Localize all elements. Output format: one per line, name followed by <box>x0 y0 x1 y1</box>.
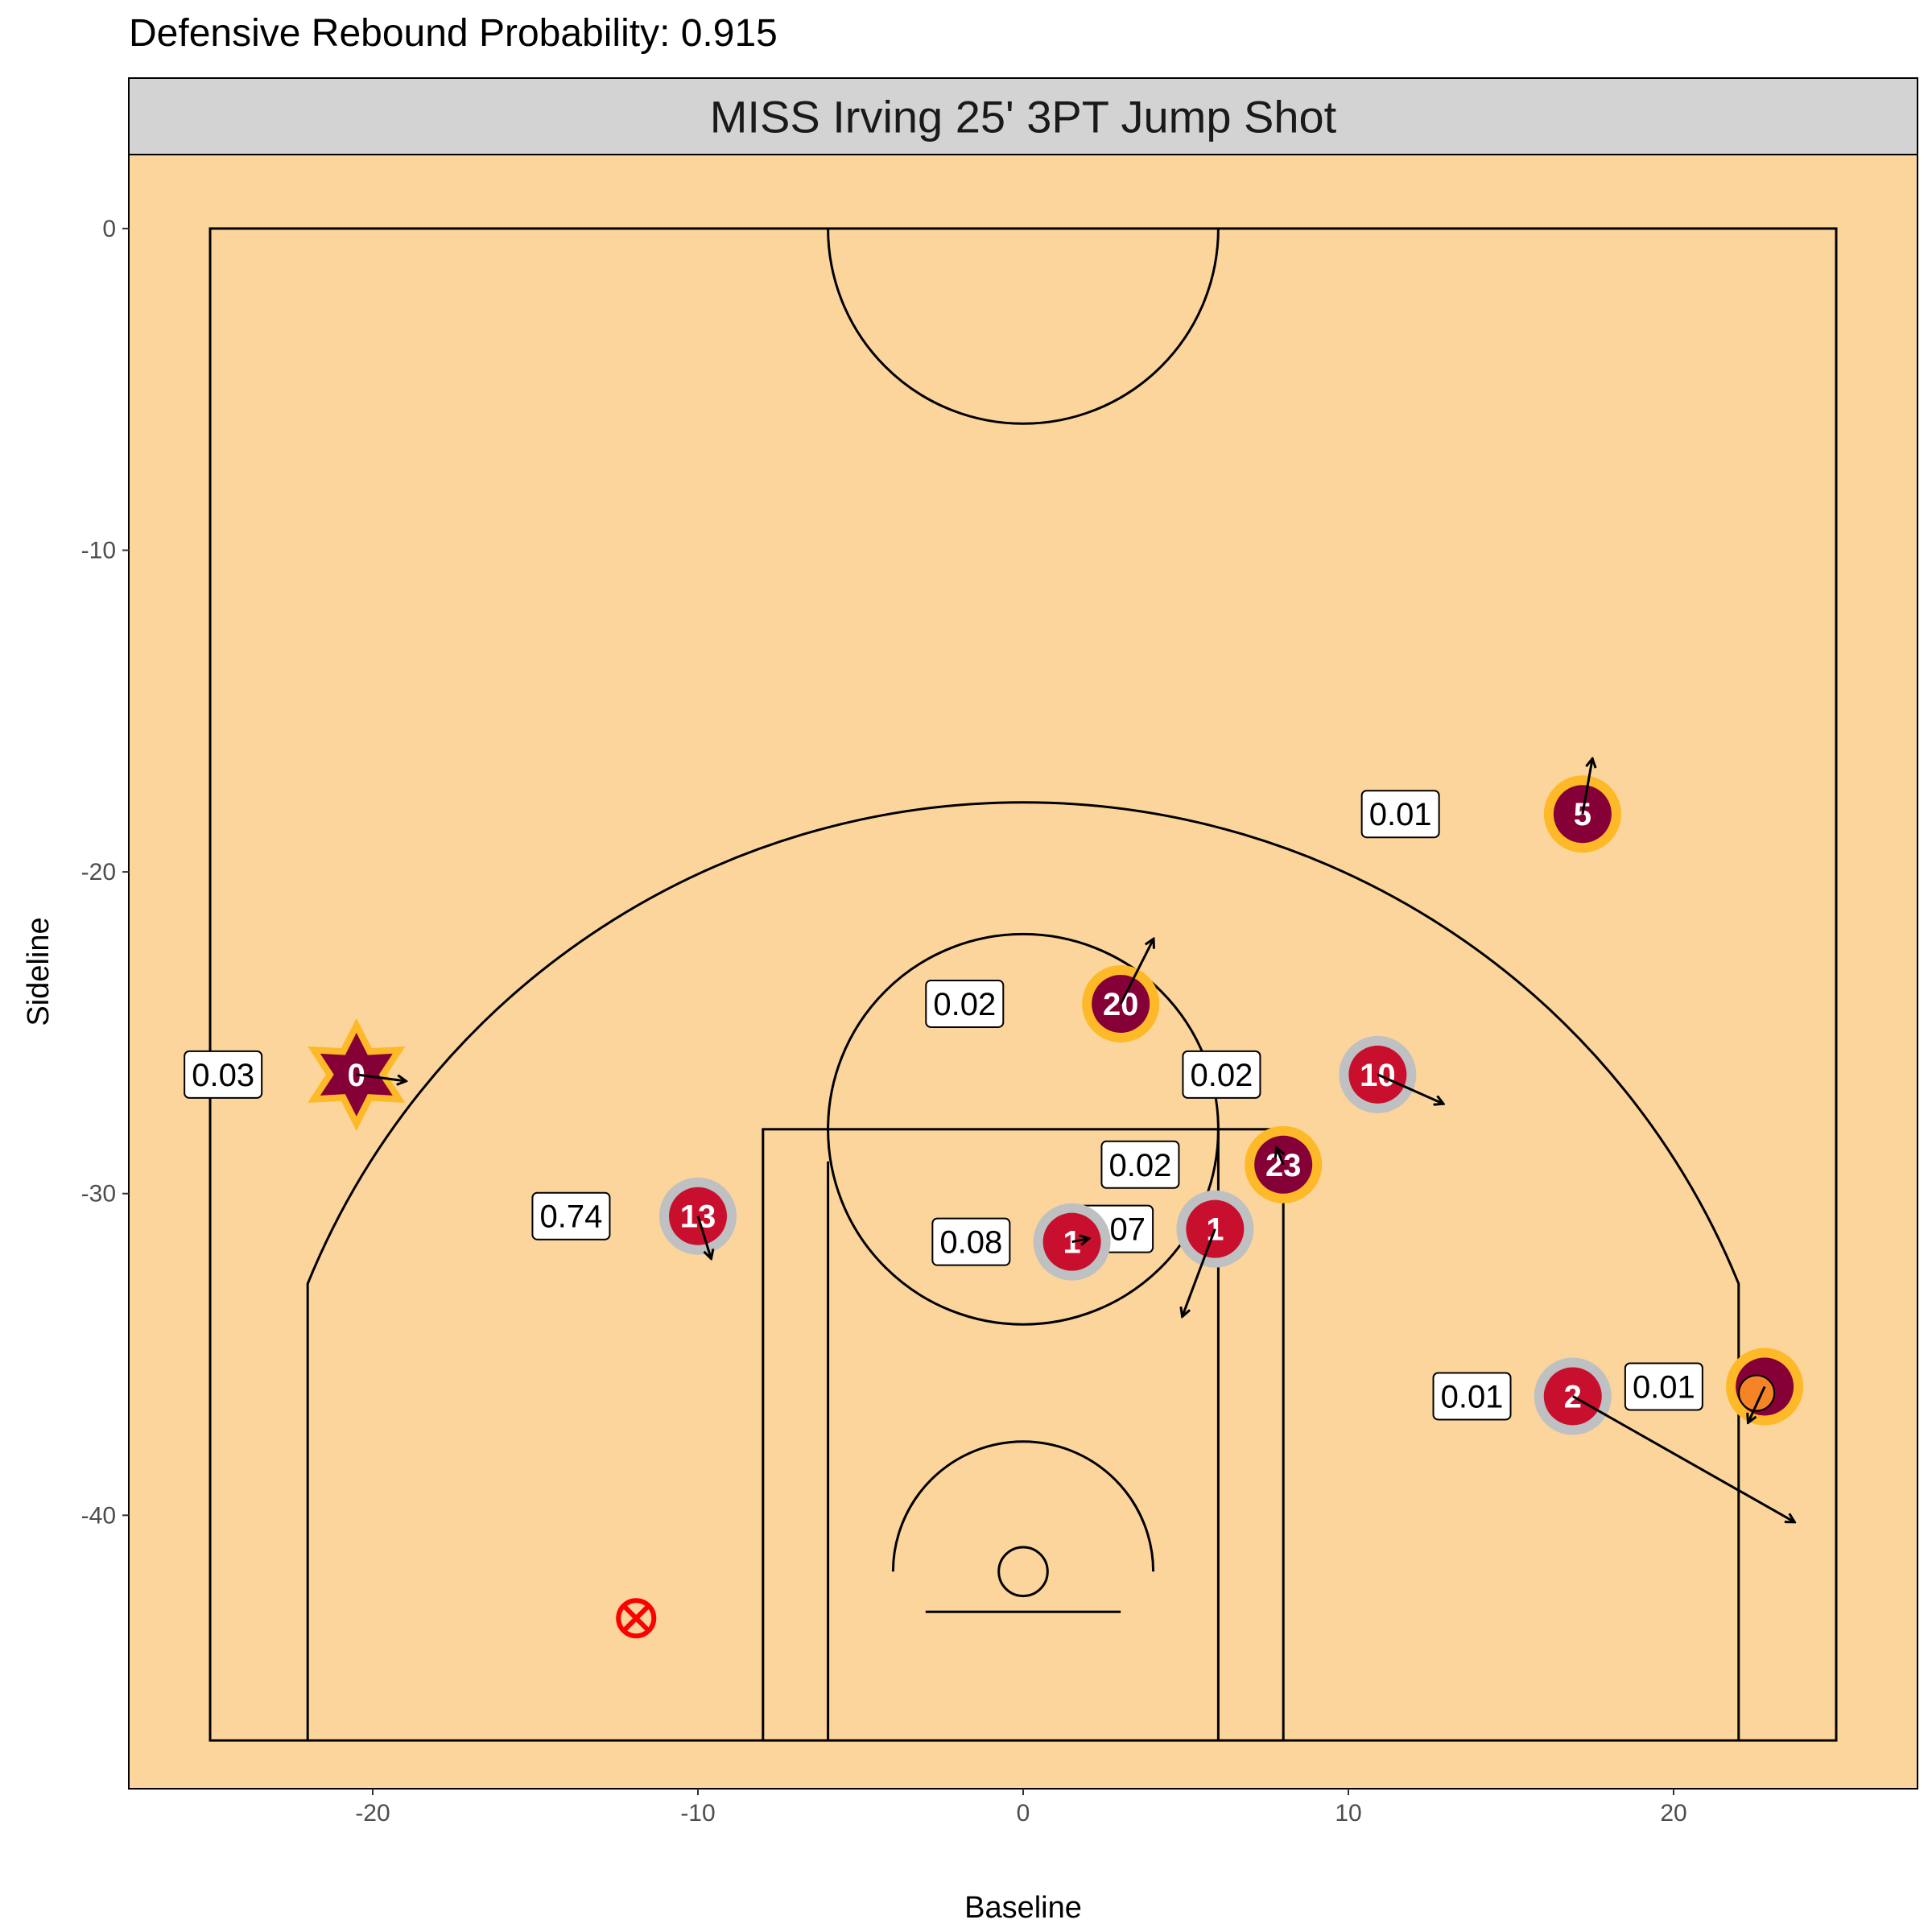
probability-label: 0.08 <box>939 1225 1002 1261</box>
player-number: 5 <box>1574 797 1591 832</box>
probability-label: 0.01 <box>1369 797 1432 832</box>
probability-label-box <box>531 1191 611 1241</box>
probability-label-box <box>925 979 1005 1028</box>
x-tick-label: 0 <box>1017 1800 1030 1827</box>
probability-label-box <box>184 1050 263 1099</box>
velocity-arrow <box>1572 1395 1794 1521</box>
outer-lane <box>762 1128 1285 1742</box>
velocity-arrow <box>1119 939 1153 1005</box>
facet-strip <box>128 77 1918 155</box>
hoop <box>997 1546 1049 1598</box>
restricted-area <box>891 1440 1155 1572</box>
player-number: 1 <box>1063 1225 1080 1261</box>
probability-label: 0.01 <box>1633 1369 1695 1405</box>
probability-label-box <box>1360 790 1440 839</box>
probability-label-box <box>1624 1362 1703 1411</box>
y-axis-title: Sideline <box>22 917 56 1026</box>
x-axis-title: Baseline <box>964 1891 1082 1925</box>
velocity-arrow <box>1377 1073 1443 1104</box>
three-point-line <box>306 801 1740 1741</box>
shot-location-circle <box>616 1598 657 1639</box>
facet-strip-label: MISS Irving 25' 3PT Jump Shot <box>710 92 1337 142</box>
probability-label-box <box>1182 1050 1261 1099</box>
chart-title: Defensive Rebound Probability: 0.915 <box>129 12 778 55</box>
free-throw-circle <box>827 932 1220 1326</box>
velocity-arrow <box>1183 1228 1216 1316</box>
y-tick-label: -40 <box>81 1502 116 1529</box>
shot-location-cross <box>621 1604 651 1633</box>
probability-label: 0.02 <box>1109 1148 1172 1183</box>
x-tick-label: 10 <box>1335 1800 1361 1827</box>
center-circle <box>827 228 1220 425</box>
probability-label: 0.02 <box>933 987 996 1022</box>
probability-label: 0.03 <box>192 1058 254 1093</box>
y-tick-label: -30 <box>81 1181 116 1208</box>
probability-label-box <box>931 1217 1011 1266</box>
velocity-arrow <box>1277 1149 1283 1166</box>
x-tick-label: -20 <box>355 1800 390 1827</box>
y-tick-label: -10 <box>81 538 116 564</box>
x-tick-label: -10 <box>680 1800 715 1827</box>
probability-label: 0.74 <box>540 1199 603 1235</box>
y-tick-label: -20 <box>81 859 116 886</box>
velocity-arrow <box>1581 759 1592 815</box>
player-number: 20 <box>1103 987 1139 1022</box>
x-tick-label: 20 <box>1660 1800 1686 1827</box>
probability-label: 0.02 <box>1191 1058 1253 1093</box>
probability-label-box <box>1100 1140 1180 1189</box>
velocity-arrow <box>1071 1239 1088 1242</box>
probability-label-box <box>1432 1372 1512 1421</box>
plot-panel <box>128 154 1918 1790</box>
probability-label: 0.01 <box>1441 1379 1504 1414</box>
velocity-arrow <box>356 1073 406 1081</box>
velocity-arrow <box>1748 1385 1766 1422</box>
player-number: 23 <box>1265 1148 1302 1183</box>
velocity-arrow <box>696 1216 711 1258</box>
y-tick-label: 0 <box>102 216 116 242</box>
ball-marker <box>1738 1374 1776 1412</box>
